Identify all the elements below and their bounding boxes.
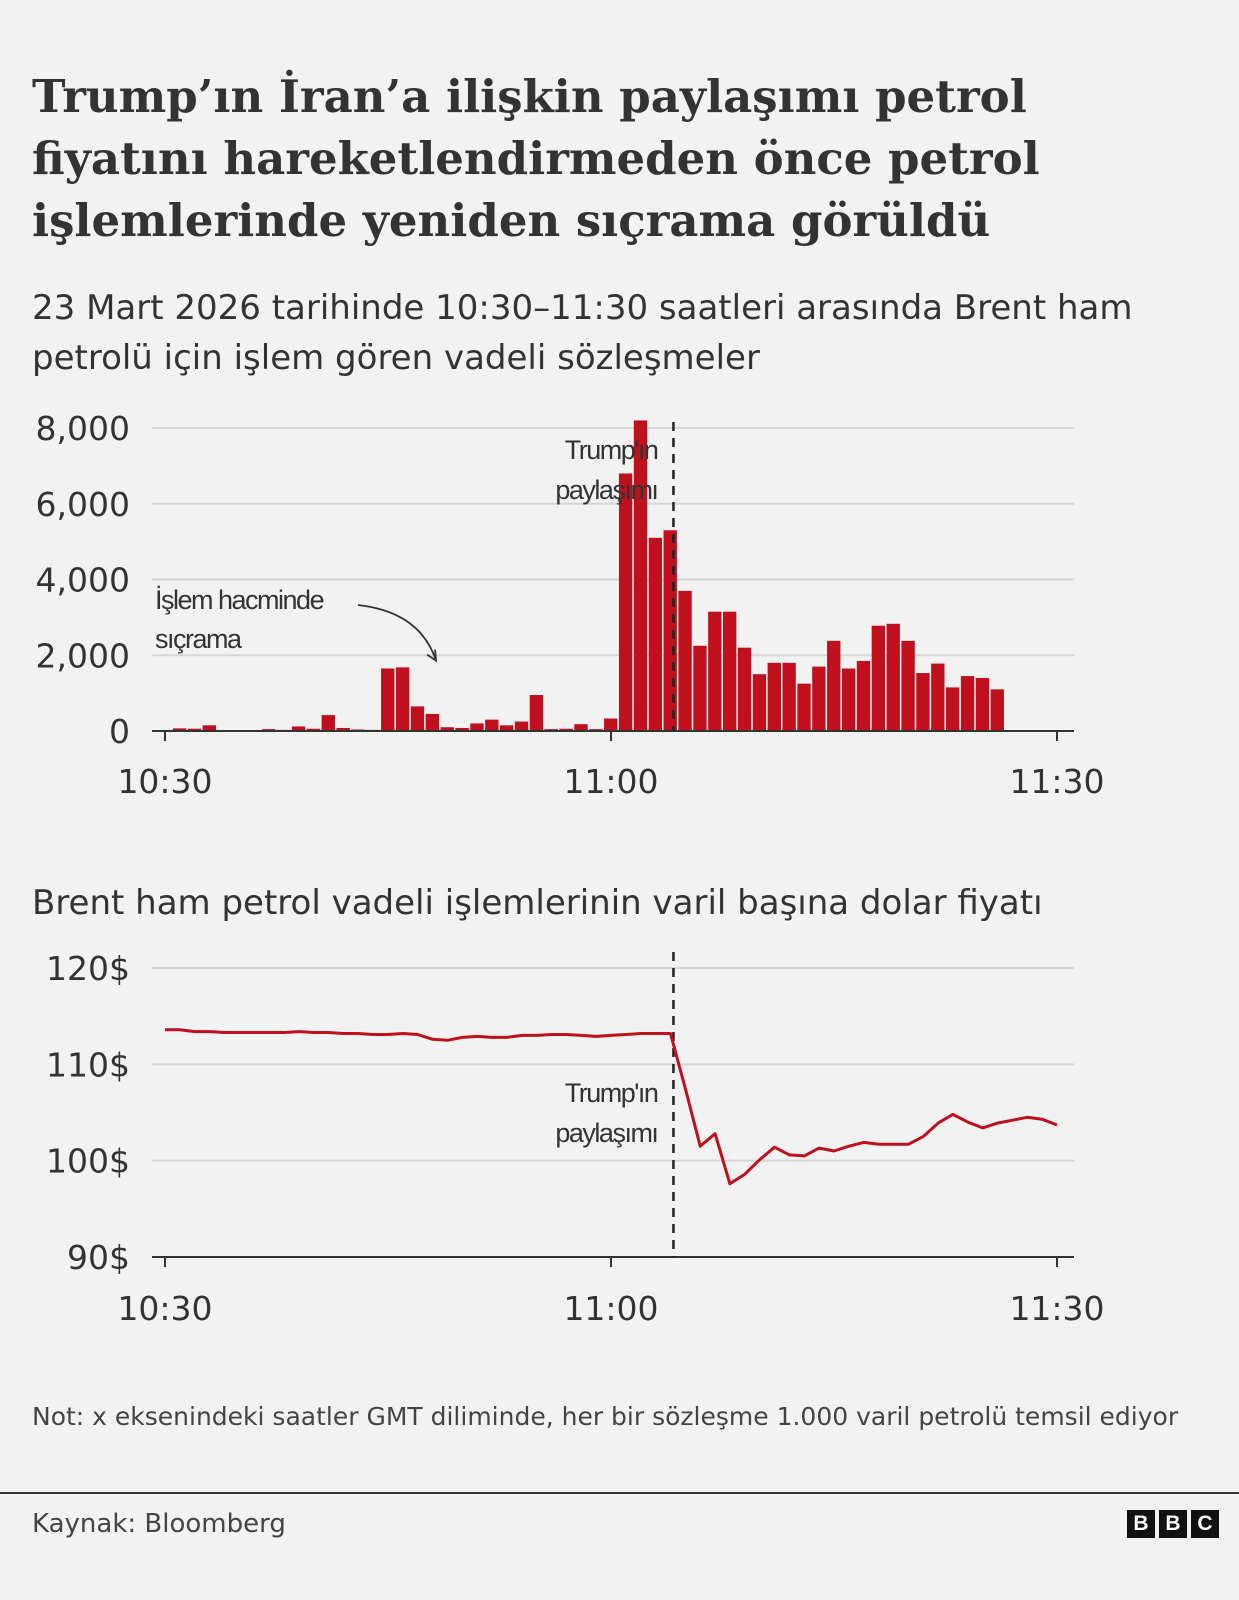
chart-title: Trump’ın İran’a ilişkin paylaşımı petrol…: [32, 70, 1040, 247]
volume-bar: [856, 660, 871, 731]
x-tick-label: 11:30: [1009, 1289, 1104, 1328]
y-tick-label: 110$: [46, 1045, 130, 1084]
y-tick-label: 6,000: [36, 485, 130, 524]
volume-bar: [797, 683, 811, 731]
volume-bar: [782, 662, 796, 731]
volume-bar: [321, 715, 335, 731]
volume-bar: [172, 728, 187, 731]
volume-bar: [470, 723, 484, 731]
volume-bar: [737, 647, 752, 731]
y-tick-label: 8,000: [36, 409, 130, 448]
volume-bar-chart: 8,000 6,000 4,000 2,000 0 10:30 11:00 11:30 Trum…: [36, 409, 1105, 801]
y-tick-label: 4,000: [36, 561, 130, 600]
event-annotation: paylaşımı: [555, 475, 657, 505]
volume-bar: [618, 473, 633, 731]
volume-bar: [752, 674, 767, 731]
volume-bar: [871, 625, 886, 731]
annotation-arrow: [357, 604, 437, 661]
volume-bar: [574, 724, 588, 731]
volume-bar: [663, 530, 677, 731]
volume-bar: [529, 695, 544, 731]
volume-bar: [693, 645, 707, 731]
volume-bar: [708, 611, 722, 731]
annotation-arrowhead: [426, 649, 438, 663]
x-tick-label: 11:00: [563, 762, 658, 801]
footer-divider: [0, 1492, 1239, 1494]
volume-bar: [723, 611, 737, 731]
y-tick-label: 0: [109, 712, 130, 751]
volume-bar: [485, 719, 499, 731]
volume-bar: [395, 667, 410, 731]
volume-bar: [455, 727, 469, 731]
volume-bar: [812, 666, 826, 731]
price-chart-subtitle: Brent ham petrol vadeli işlemlerinin var…: [32, 883, 1043, 923]
volume-bar: [410, 706, 425, 731]
volume-bar: [960, 676, 975, 731]
volume-bar: [514, 721, 529, 731]
y-tick-label: 2,000: [36, 636, 130, 675]
bbc-logo: B B C: [1127, 1510, 1219, 1538]
x-tick-label: 11:30: [1009, 762, 1104, 801]
event-annotation: paylaşımı: [555, 1118, 657, 1148]
volume-bar: [767, 662, 781, 731]
volume-bar: [187, 728, 202, 731]
volume-bar: [678, 590, 692, 731]
event-annotation: Trump'ın: [565, 435, 658, 465]
volume-bar: [633, 420, 648, 731]
price-line: [165, 1028, 1058, 1186]
spike-annotation: İşlem hacminde: [155, 584, 324, 615]
x-tick-label: 10:30: [117, 762, 212, 801]
event-annotation: Trump'ın: [565, 1078, 658, 1108]
volume-bar: [946, 687, 960, 731]
y-tick-label: 120$: [46, 949, 130, 988]
volume-bar: [841, 668, 856, 731]
volume-bar: [425, 713, 440, 731]
x-tick-label: 11:00: [563, 1289, 658, 1328]
volume-bar: [648, 537, 663, 731]
volume-bar: [990, 689, 1004, 731]
volume-bar: [886, 623, 900, 731]
volume-bar: [306, 728, 321, 731]
volume-bar: [901, 640, 915, 731]
volume-bar: [559, 728, 573, 731]
volume-bar: [975, 677, 990, 731]
footnote: Not: x eksenindeki saatler GMT diliminde…: [32, 1402, 1179, 1431]
volume-bar: [604, 718, 618, 731]
price-line-chart: 120$ 110$ 100$ 90$ 10:30 11:00 11:30 Trump'ın pa…: [46, 949, 1105, 1328]
source-label: Kaynak: Bloomberg: [32, 1509, 286, 1539]
volume-bar: [827, 640, 841, 731]
bbc-logo-letter: B: [1159, 1510, 1187, 1538]
volume-bar: [291, 726, 306, 731]
volume-bar: [440, 727, 454, 731]
volume-bar: [202, 725, 217, 731]
volume-bar: [336, 727, 350, 731]
volume-bar: [931, 663, 945, 731]
spike-annotation: sıçrama: [155, 624, 243, 654]
volume-bar: [500, 725, 514, 731]
y-tick-label: 90$: [67, 1238, 130, 1277]
volume-bar: [916, 673, 930, 731]
y-tick-label: 100$: [46, 1142, 130, 1181]
volume-chart-subtitle: 23 Mart 2026 tarihinde 10:30–11:30 saatl…: [32, 288, 1133, 378]
bbc-logo-letter: C: [1191, 1510, 1219, 1538]
bbc-logo-letter: B: [1127, 1510, 1155, 1538]
x-tick-label: 10:30: [117, 1289, 212, 1328]
volume-bar: [381, 668, 395, 731]
